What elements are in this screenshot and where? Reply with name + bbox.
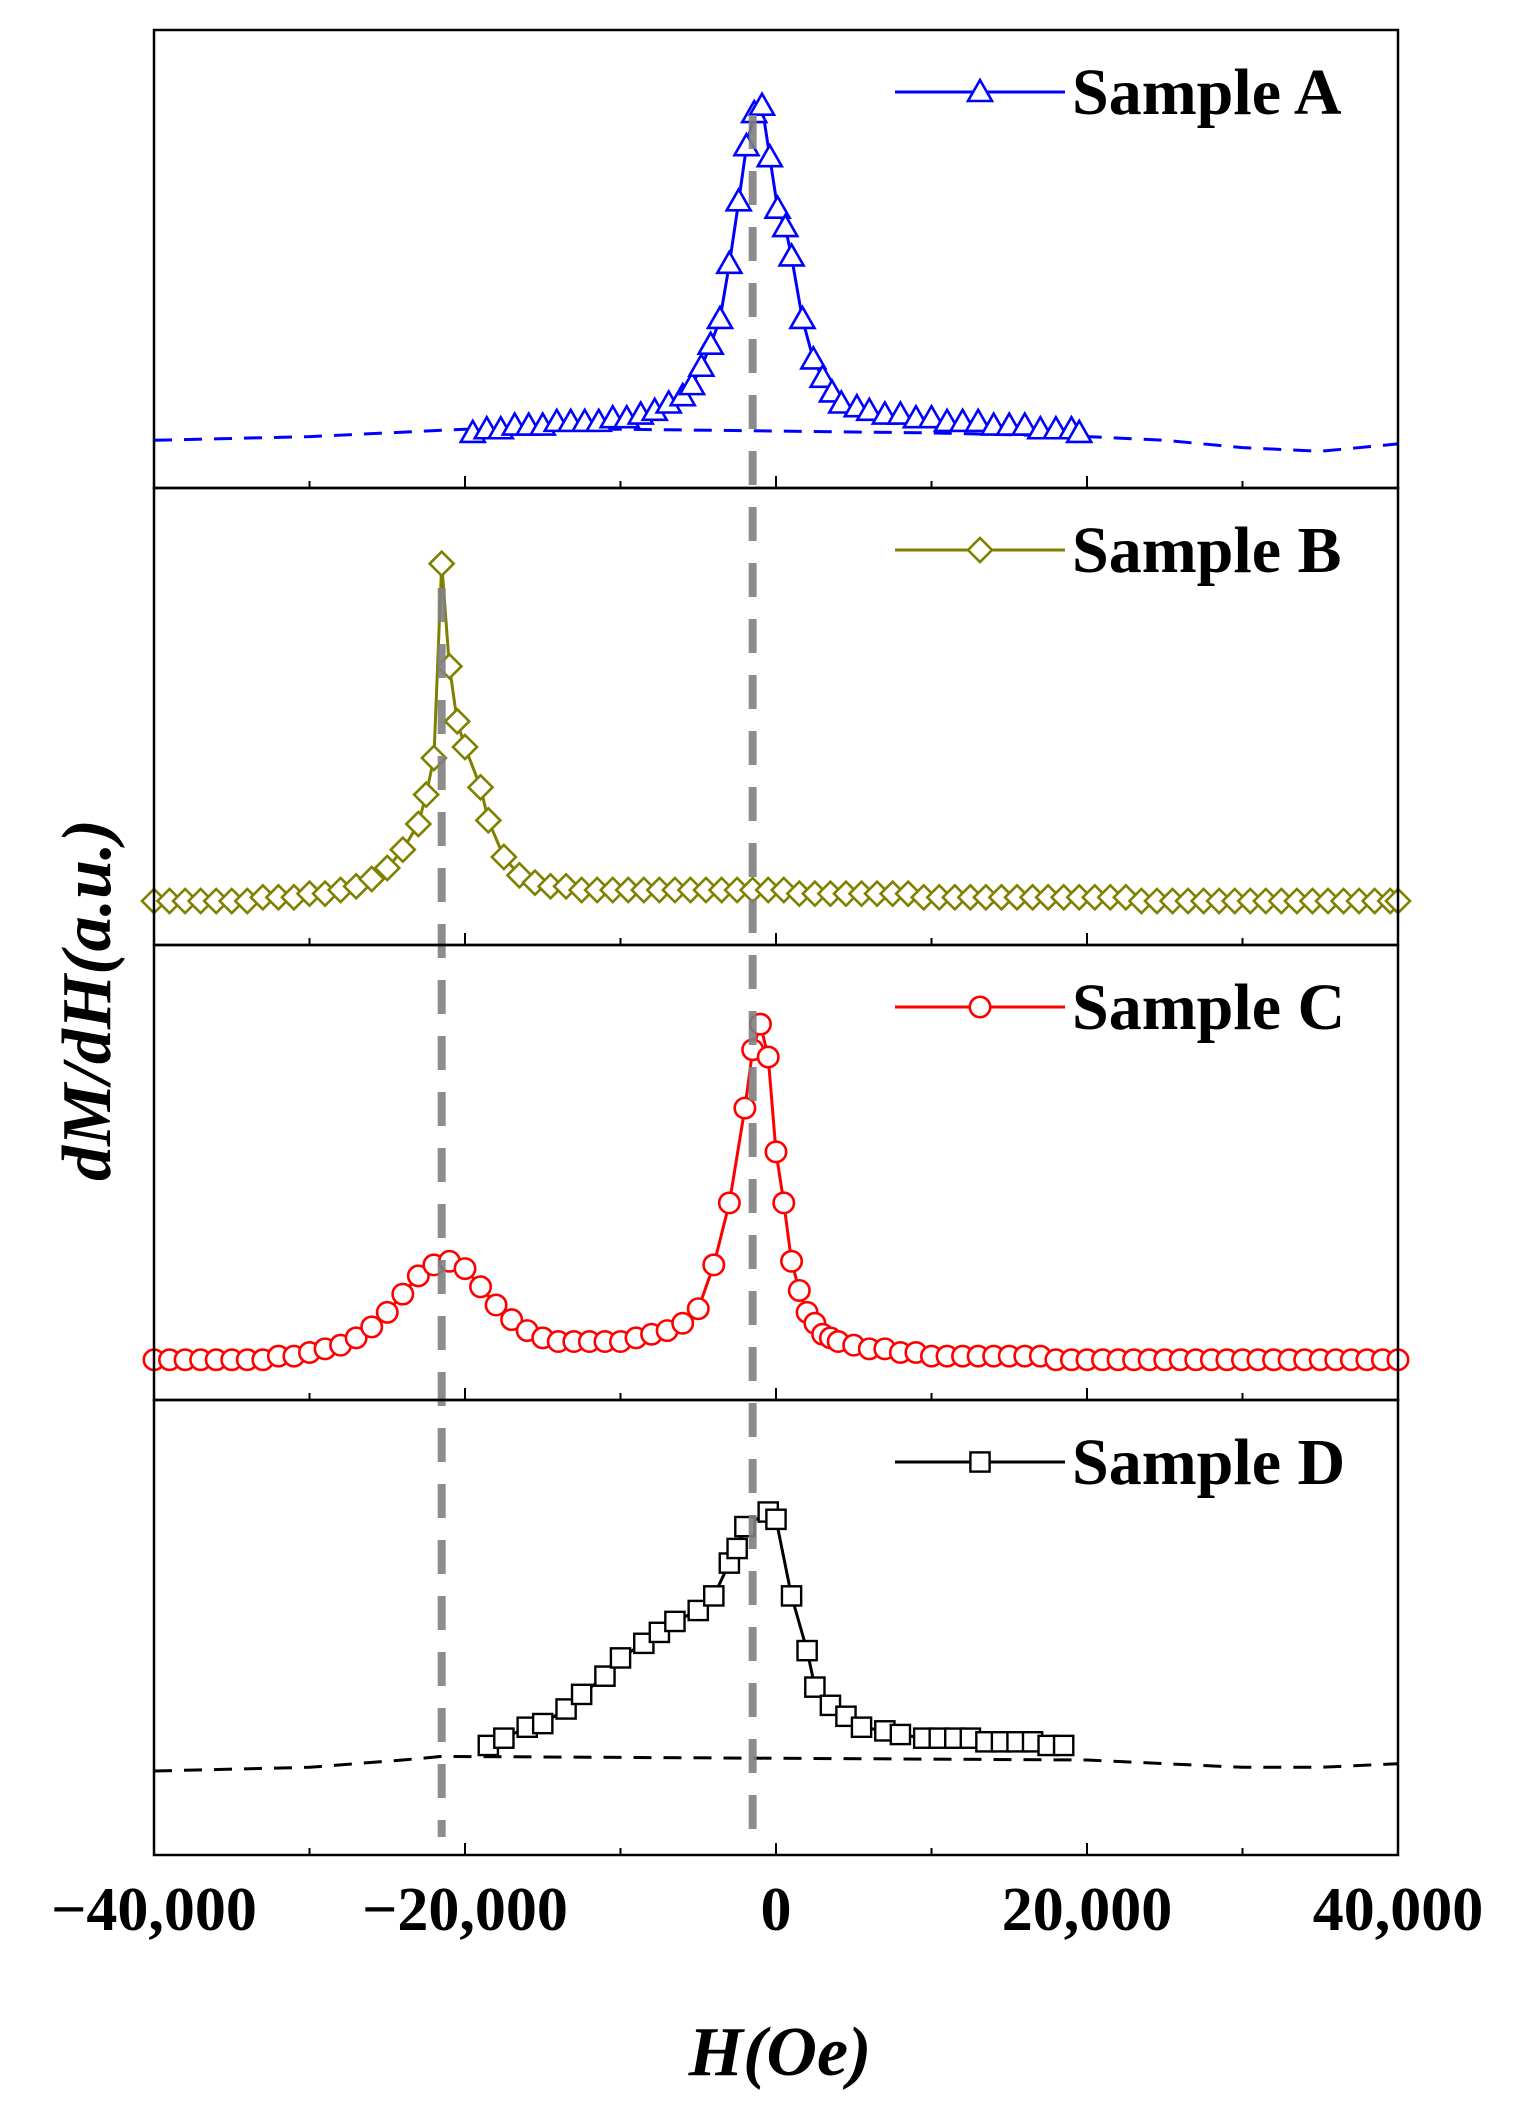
x-tick-label: 40,000 — [1313, 1876, 1484, 1944]
data-point — [917, 403, 946, 429]
data-point — [404, 810, 433, 838]
data-point — [886, 399, 915, 425]
x-tick-label: −40,000 — [51, 1876, 257, 1944]
legend-label: Sample D — [1072, 1426, 1345, 1499]
panel-sample-c: Sample C — [142, 971, 1410, 1372]
data-point — [500, 1308, 524, 1332]
panel-sample-a: Sample A — [153, 56, 1399, 453]
data-point — [570, 1683, 593, 1706]
data-point — [594, 1665, 616, 1687]
data-point — [484, 1293, 508, 1317]
data-point — [373, 854, 402, 882]
data-point — [705, 304, 735, 330]
data-point — [765, 1508, 787, 1531]
legend-marker — [966, 536, 994, 564]
data-point — [855, 396, 884, 422]
data-point — [388, 835, 417, 864]
data-point — [747, 91, 777, 117]
legend-marker — [968, 995, 992, 1019]
data-point — [375, 1300, 399, 1324]
data-point — [780, 1249, 804, 1273]
panel-sample-b: Sample B — [140, 514, 1412, 915]
baseline-fit-line — [153, 427, 1399, 453]
data-point — [827, 388, 856, 414]
data-point — [687, 352, 716, 378]
baseline-fit-line — [153, 1754, 1399, 1773]
x-tick-label: 0 — [761, 1876, 792, 1944]
data-point — [756, 1045, 780, 1069]
data-point — [696, 330, 725, 355]
data-point — [850, 1716, 873, 1739]
data-point — [763, 194, 792, 219]
data-point — [664, 1610, 686, 1633]
data-point — [777, 241, 806, 267]
data-point — [703, 1585, 725, 1607]
reference-line-layer — [437, 115, 757, 1837]
data-point — [469, 1275, 493, 1299]
data-point — [412, 780, 440, 809]
x-axis-title: H(Oe) — [688, 2014, 872, 2091]
data-point — [764, 1140, 788, 1164]
data-point — [391, 1282, 415, 1306]
x-tick-label: −20,000 — [362, 1876, 568, 1944]
data-point — [493, 1727, 515, 1749]
data-point — [796, 1639, 818, 1662]
data-point — [788, 304, 817, 330]
data-point — [889, 1723, 912, 1746]
data-point — [733, 1096, 757, 1120]
data-point — [360, 1315, 384, 1339]
data-point — [963, 407, 993, 433]
data-point — [780, 1585, 803, 1607]
panels-layer: Sample A Sample B Sample C Sample D — [140, 56, 1412, 1773]
data-point — [772, 1191, 796, 1215]
legend-marker — [969, 1451, 991, 1473]
x-tick-label: 20,000 — [1002, 1876, 1173, 1944]
data-point — [702, 1253, 726, 1277]
data-point — [671, 1311, 695, 1335]
data-point — [808, 363, 837, 389]
series-line — [154, 562, 1398, 903]
series-line — [154, 1022, 1398, 1362]
data-point — [755, 142, 785, 168]
data-point — [715, 249, 744, 275]
legend-label: Sample C — [1072, 971, 1345, 1044]
data-point — [490, 843, 518, 871]
data-point — [1052, 1734, 1075, 1757]
data-point — [677, 370, 707, 396]
legend-marker — [965, 77, 995, 103]
data-point — [771, 212, 800, 238]
data-point — [443, 707, 472, 736]
data-point — [474, 806, 503, 835]
legend-label: Sample A — [1072, 56, 1342, 129]
data-point — [609, 1647, 632, 1669]
data-point — [406, 1264, 430, 1288]
data-point — [686, 1297, 710, 1321]
y-axis-title: dM/dH(a.u.) — [49, 819, 126, 1181]
axes-layer: −40,000 −20,000 0 20,000 40,000 — [51, 28, 1484, 1944]
data-point — [1010, 410, 1040, 436]
data-point — [717, 1191, 741, 1215]
data-point — [804, 1676, 826, 1698]
data-point — [427, 549, 456, 578]
data-point — [344, 1326, 368, 1350]
data-point — [724, 186, 753, 212]
data-point — [1064, 418, 1094, 444]
data-point — [787, 1278, 811, 1302]
panel-sample-d: Sample D — [153, 1426, 1399, 1773]
legend-label: Sample B — [1072, 514, 1342, 587]
data-point — [451, 733, 479, 761]
data-point — [466, 773, 495, 802]
data-point — [357, 865, 386, 893]
data-point — [531, 1712, 554, 1735]
data-point — [799, 344, 828, 370]
data-point — [453, 1257, 477, 1281]
data-point — [726, 1537, 748, 1560]
